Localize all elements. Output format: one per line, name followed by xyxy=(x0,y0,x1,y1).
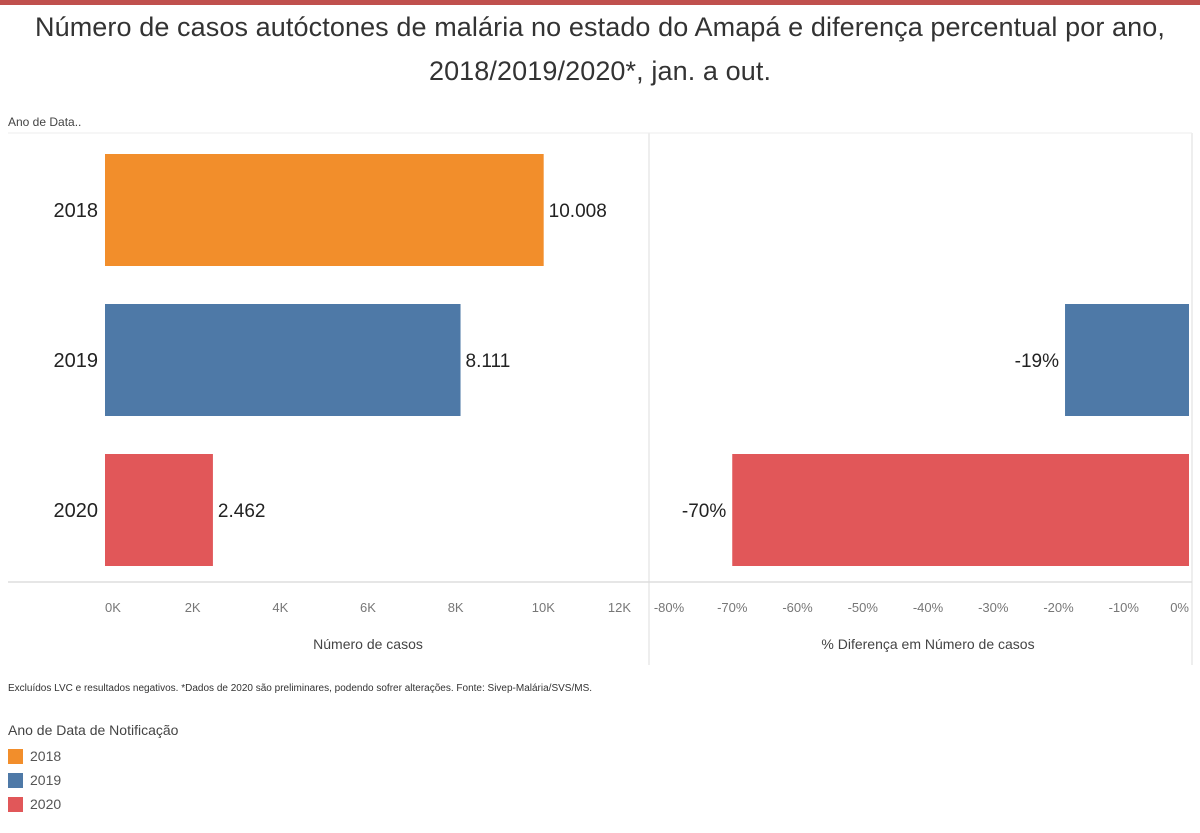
legend-item-2020[interactable]: 2020 xyxy=(8,792,178,816)
chart-title-line-1: Número de casos autóctones de malária no… xyxy=(34,12,1165,42)
tick-label-cases-3: 6K xyxy=(360,600,376,615)
tick-label-cases-1: 2K xyxy=(185,600,201,615)
tick-label-pct-3: -50% xyxy=(848,600,879,615)
top-border xyxy=(0,0,1200,5)
data-label-pct-2019: -19% xyxy=(1015,351,1059,372)
tick-label-pct-7: -10% xyxy=(1109,600,1140,615)
legend-title: Ano de Data de Notificação xyxy=(8,722,179,738)
charts-area: 2018 2019 2020 10.008 8.111 2.462 0K 2K 4K 6K 8K 10… xyxy=(8,132,1193,665)
tick-label-cases-4: 8K xyxy=(448,600,464,615)
legend-label-2020: 2020 xyxy=(30,796,62,812)
legend-item-2018[interactable]: 2018 xyxy=(8,744,178,768)
tick-label-cases-5: 10K xyxy=(532,600,555,615)
legend-label-2018: 2018 xyxy=(30,748,62,764)
data-label-cases-2019: 8.111 xyxy=(466,351,511,372)
category-label-2020: 2020 xyxy=(54,500,99,522)
legend-swatch-2020 xyxy=(8,796,23,812)
tick-label-pct-4: -40% xyxy=(913,600,944,615)
legend-swatch-2018 xyxy=(8,748,23,764)
bar-pct-2019 xyxy=(1065,304,1189,416)
legend-item-2019[interactable]: 2019 xyxy=(8,768,178,792)
bar-cases-2018 xyxy=(105,154,544,266)
chart-title-line-2: 2018/2019/2020*, jan. a out. xyxy=(428,56,772,86)
row-header: Ano de Data.. xyxy=(8,115,82,129)
tick-label-pct-2: -60% xyxy=(782,600,813,615)
tick-label-cases-6: 12K xyxy=(608,600,631,615)
data-label-cases-2018: 10.008 xyxy=(549,201,607,222)
x-axis-title-cases: Número de casos xyxy=(313,636,423,652)
legend-label-2019: 2019 xyxy=(30,772,62,788)
bar-cases-2020 xyxy=(105,454,213,566)
tick-label-pct-0: -80% xyxy=(654,600,685,615)
category-label-2018: 2018 xyxy=(54,200,99,222)
tick-label-cases-0: 0K xyxy=(105,600,121,615)
footnote: Excluídos LVC e resultados negativos. *D… xyxy=(8,683,593,694)
data-label-pct-2020: -70% xyxy=(682,501,726,522)
category-label-2019: 2019 xyxy=(54,350,99,372)
legend-swatch-2019 xyxy=(8,772,23,788)
tick-label-pct-6: -20% xyxy=(1043,600,1074,615)
bar-pct-2020 xyxy=(732,454,1189,566)
tick-label-cases-2: 4K xyxy=(272,600,288,615)
bar-cases-2019 xyxy=(105,304,461,416)
data-label-cases-2020: 2.462 xyxy=(218,501,266,522)
tick-label-pct-5: -30% xyxy=(978,600,1009,615)
x-axis-title-pct: % Diferença em Número de casos xyxy=(821,636,1034,652)
tick-label-pct-1: -70% xyxy=(717,600,748,615)
legend: Ano de Data de Notificação 2018 2019 202… xyxy=(8,722,178,816)
tick-label-pct-8: 0% xyxy=(1170,600,1189,615)
